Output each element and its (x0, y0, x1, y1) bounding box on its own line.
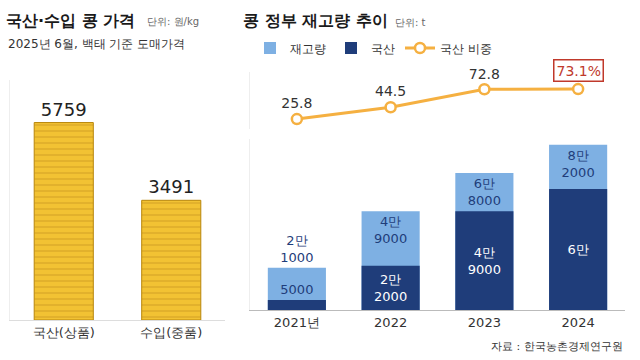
svg-text:8만2000: 8만2000 (562, 148, 595, 180)
svg-text:국산(상품): 국산(상품) (33, 325, 95, 340)
svg-text:콩 정부 재고량 추이: 콩 정부 재고량 추이 (243, 11, 388, 30)
svg-text:수입(중품): 수입(중품) (140, 325, 202, 340)
svg-text:44.5: 44.5 (375, 83, 406, 99)
svg-text:2021년: 2021년 (274, 315, 320, 330)
svg-text:3491: 3491 (148, 176, 194, 197)
svg-text:72.8: 72.8 (469, 66, 500, 82)
svg-text:2만1000: 2만1000 (280, 233, 313, 265)
svg-text:4만9000: 4만9000 (374, 214, 407, 246)
svg-text:5000: 5000 (280, 282, 313, 297)
svg-text:5759: 5759 (41, 99, 87, 120)
svg-text:자료 : 한국농촌경제연구원: 자료 : 한국농촌경제연구원 (491, 340, 623, 353)
svg-text:단위: t: 단위: t (395, 17, 426, 28)
svg-text:국산 비중: 국산 비중 (440, 42, 492, 56)
svg-text:국산·수입 콩 가격: 국산·수입 콩 가격 (6, 11, 135, 30)
svg-text:국산: 국산 (371, 42, 395, 56)
svg-text:6만8000: 6만8000 (468, 176, 501, 208)
svg-text:2022: 2022 (374, 315, 407, 330)
svg-text:6만: 6만 (567, 242, 588, 257)
svg-text:25.8: 25.8 (281, 95, 312, 111)
svg-text:재고량: 재고량 (290, 42, 326, 56)
svg-text:단위: 원/kg: 단위: 원/kg (147, 16, 199, 27)
svg-text:73.1%: 73.1% (557, 63, 601, 79)
svg-text:2만2000: 2만2000 (374, 272, 407, 304)
svg-text:4만9000: 4만9000 (468, 245, 501, 277)
svg-text:2023: 2023 (468, 315, 501, 330)
svg-text:2025년 6월, 백태 기준 도매가격: 2025년 6월, 백태 기준 도매가격 (8, 37, 185, 51)
svg-text:2024: 2024 (562, 315, 595, 330)
